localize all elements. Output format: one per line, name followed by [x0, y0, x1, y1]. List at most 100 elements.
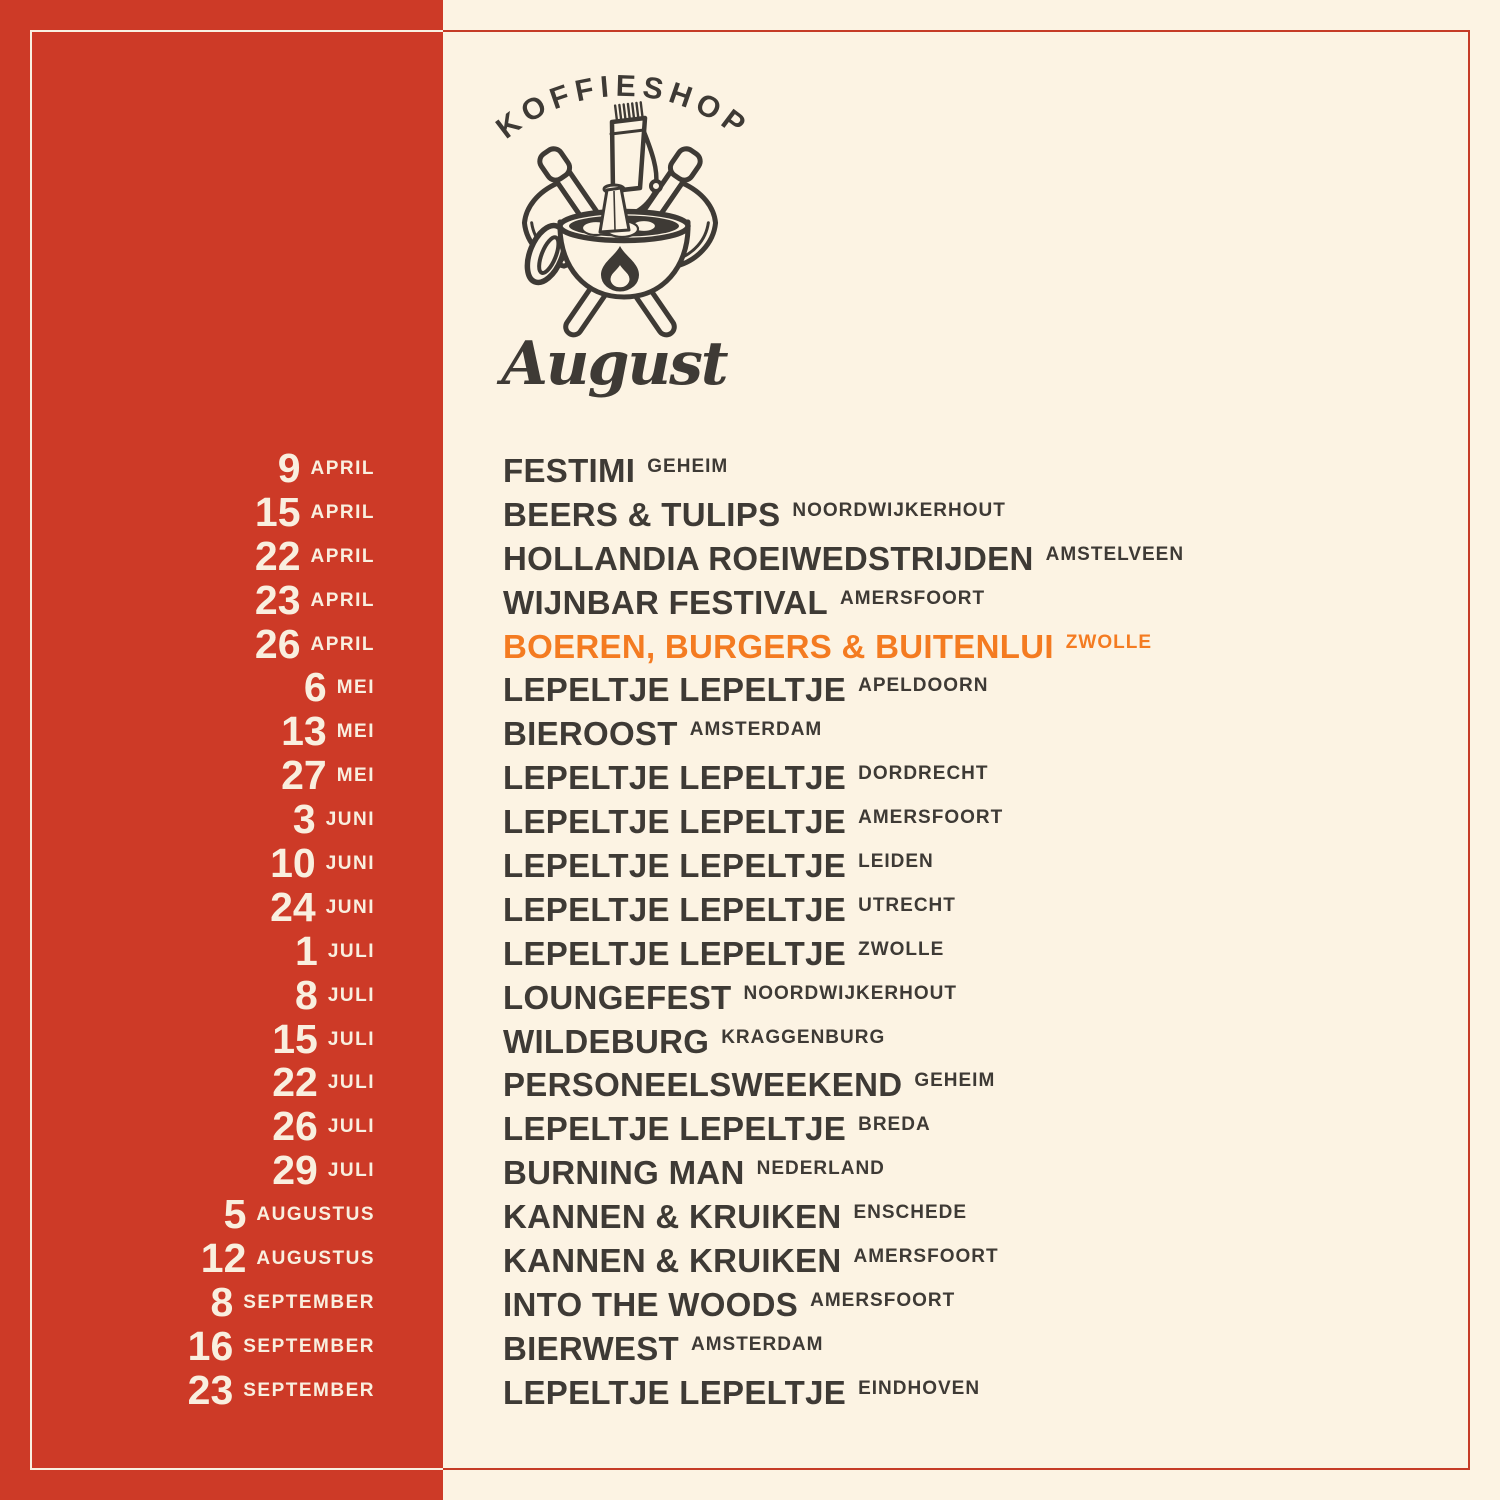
august-script-text: August — [496, 329, 729, 399]
event-row: 9 APRIL FESTIMI GEHEIM — [0, 446, 1500, 491]
event-row: 3 JUNI LEPELTJE LEPELTJE AMERSFOORT — [0, 797, 1500, 842]
event-name: LEPELTJE LEPELTJE — [503, 1373, 847, 1411]
event-info: BIEROOST AMSTERDAM — [443, 712, 822, 763]
event-info: KANNEN & KRUIKEN ENSCHEDE — [443, 1195, 967, 1246]
event-name: LEPELTJE LEPELTJE — [503, 934, 847, 972]
event-row: 26 APRIL BOEREN, BURGERS & BUITENLUI ZWOLL… — [0, 622, 1500, 667]
event-info: LEPELTJE LEPELTJE EINDHOVEN — [443, 1371, 980, 1422]
grinder-brush-icon — [613, 101, 644, 123]
event-day: 12 — [200, 1235, 247, 1282]
event-date: 15 APRIL — [0, 490, 443, 544]
event-row: 29 JULI BURNING MAN NEDERLAND — [0, 1148, 1500, 1193]
event-info: LEPELTJE LEPELTJE AMERSFOORT — [443, 800, 1003, 851]
event-name: LEPELTJE LEPELTJE — [503, 847, 847, 885]
event-location: APELDOORN — [858, 675, 989, 697]
event-day: 3 — [292, 796, 316, 843]
event-row: 8 JULI LOUNGEFEST NOORDWIJKERHOUT — [0, 973, 1500, 1018]
event-day: 15 — [272, 1015, 318, 1062]
event-name: WIJNBAR FESTIVAL — [503, 583, 829, 621]
koffieshop-logo-graphic: KOFFIESHOP — [490, 70, 750, 399]
event-date: 13 MEI — [0, 709, 443, 763]
event-info: KANNEN & KRUIKEN AMERSFOORT — [443, 1239, 999, 1290]
event-info: BOEREN, BURGERS & BUITENLUI ZWOLLE — [443, 625, 1152, 676]
event-date: 3 JUNI — [0, 796, 443, 851]
event-row: 6 MEI LEPELTJE LEPELTJE APELDOORN — [0, 666, 1500, 710]
event-location: NOORDWIJKERHOUT — [792, 499, 1006, 521]
event-month: JULI — [327, 1028, 375, 1050]
cup-handle-icon — [524, 222, 568, 286]
event-month: SEPTEMBER — [243, 1291, 375, 1313]
event-month: JULI — [327, 1116, 375, 1138]
event-month: SEPTEMBER — [243, 1379, 375, 1401]
event-date: 26 JULI — [0, 1103, 443, 1158]
event-location: AMSTERDAM — [689, 719, 823, 741]
event-day: 24 — [270, 883, 316, 930]
event-row: 22 APRIL HOLLANDIA ROEIWEDSTRIJDEN AMSTELV… — [0, 534, 1500, 579]
event-info: BEERS & TULIPS NOORDWIJKERHOUT — [443, 493, 1006, 544]
event-date: 22 APRIL — [0, 534, 443, 588]
event-day: 9 — [277, 445, 301, 491]
koffieshop-logo: KOFFIESHOP — [472, 62, 768, 407]
event-date: 8 SEPTEMBER — [0, 1280, 443, 1334]
event-date: 9 APRIL — [0, 445, 443, 500]
event-info: INTO THE WOODS AMERSFOORT — [443, 1283, 955, 1334]
event-location: AMERSFOORT — [840, 587, 986, 609]
event-location: EINDHOVEN — [858, 1377, 981, 1399]
event-month: JULI — [327, 1072, 375, 1094]
event-day: 27 — [281, 752, 327, 799]
event-month: JUNI — [325, 809, 375, 831]
event-location: ZWOLLE — [858, 938, 945, 960]
event-location: NEDERLAND — [756, 1158, 885, 1180]
event-date: 12 AUGUSTUS — [0, 1235, 443, 1290]
event-name: BEERS & TULIPS — [503, 495, 781, 533]
event-name: HOLLANDIA ROEIWEDSTRIJDEN — [503, 539, 1034, 577]
event-name: BURNING MAN — [503, 1154, 745, 1192]
event-location: AMERSFOORT — [810, 1289, 956, 1311]
event-date: 24 JUNI — [0, 883, 443, 939]
event-location: KRAGGENBURG — [721, 1026, 886, 1048]
event-name: LEPELTJE LEPELTJE — [503, 671, 847, 709]
flame-icon — [601, 246, 639, 292]
event-name: LEPELTJE LEPELTJE — [503, 759, 847, 797]
event-date: 26 APRIL — [0, 620, 443, 676]
event-location: AMSTELVEEN — [1045, 543, 1185, 565]
event-date: 29 JULI — [0, 1147, 443, 1202]
event-name: BIEROOST — [503, 715, 678, 753]
event-month: AUGUSTUS — [256, 1204, 375, 1226]
event-day: 26 — [254, 620, 301, 667]
event-name: LEPELTJE LEPELTJE — [503, 1110, 847, 1148]
event-day: 5 — [223, 1191, 247, 1238]
event-row: 13 MEI BIEROOST AMSTERDAM — [0, 709, 1500, 754]
event-month: APRIL — [310, 458, 375, 479]
event-info: WIJNBAR FESTIVAL AMERSFOORT — [443, 581, 985, 632]
event-info: HOLLANDIA ROEIWEDSTRIJDEN AMSTELVEEN — [443, 537, 1184, 588]
event-date: 15 JULI — [0, 1015, 443, 1071]
event-date: 5 AUGUSTUS — [0, 1191, 443, 1246]
event-month: AUGUSTUS — [256, 1248, 375, 1270]
event-info: BIERWEST AMSTERDAM — [443, 1327, 823, 1378]
event-location: ZWOLLE — [1065, 631, 1152, 653]
event-info: LEPELTJE LEPELTJE LEIDEN — [443, 844, 934, 895]
event-info: LEPELTJE LEPELTJE UTRECHT — [443, 888, 956, 939]
event-date: 22 JULI — [0, 1061, 443, 1114]
event-month: JUNI — [325, 896, 375, 918]
date-sidebar-background — [0, 0, 443, 1500]
event-row: 24 JUNI LEPELTJE LEPELTJE UTRECHT — [0, 885, 1500, 930]
event-name: FESTIMI — [503, 452, 636, 489]
event-date: 27 MEI — [0, 752, 443, 807]
event-month: MEI — [336, 677, 375, 699]
event-day: 29 — [272, 1147, 318, 1194]
event-name: KANNEN & KRUIKEN — [503, 1198, 842, 1236]
event-month: MEI — [336, 721, 375, 743]
event-day: 23 — [254, 576, 301, 623]
event-name: PERSONEELSWEEKEND — [503, 1066, 903, 1104]
event-info: LOUNGEFEST NOORDWIJKERHOUT — [443, 976, 957, 1027]
event-row: 5 AUGUSTUS KANNEN & KRUIKEN ENSCHEDE — [0, 1192, 1500, 1237]
event-month: APRIL — [310, 589, 375, 611]
event-location: AMSTERDAM — [690, 1333, 824, 1355]
event-name: KANNEN & KRUIKEN — [503, 1242, 842, 1280]
event-row: 23 SEPTEMBER LEPELTJE LEPELTJE EINDHOVEN — [0, 1368, 1500, 1413]
event-name: LOUNGEFEST — [503, 978, 732, 1016]
event-day: 26 — [272, 1103, 318, 1150]
